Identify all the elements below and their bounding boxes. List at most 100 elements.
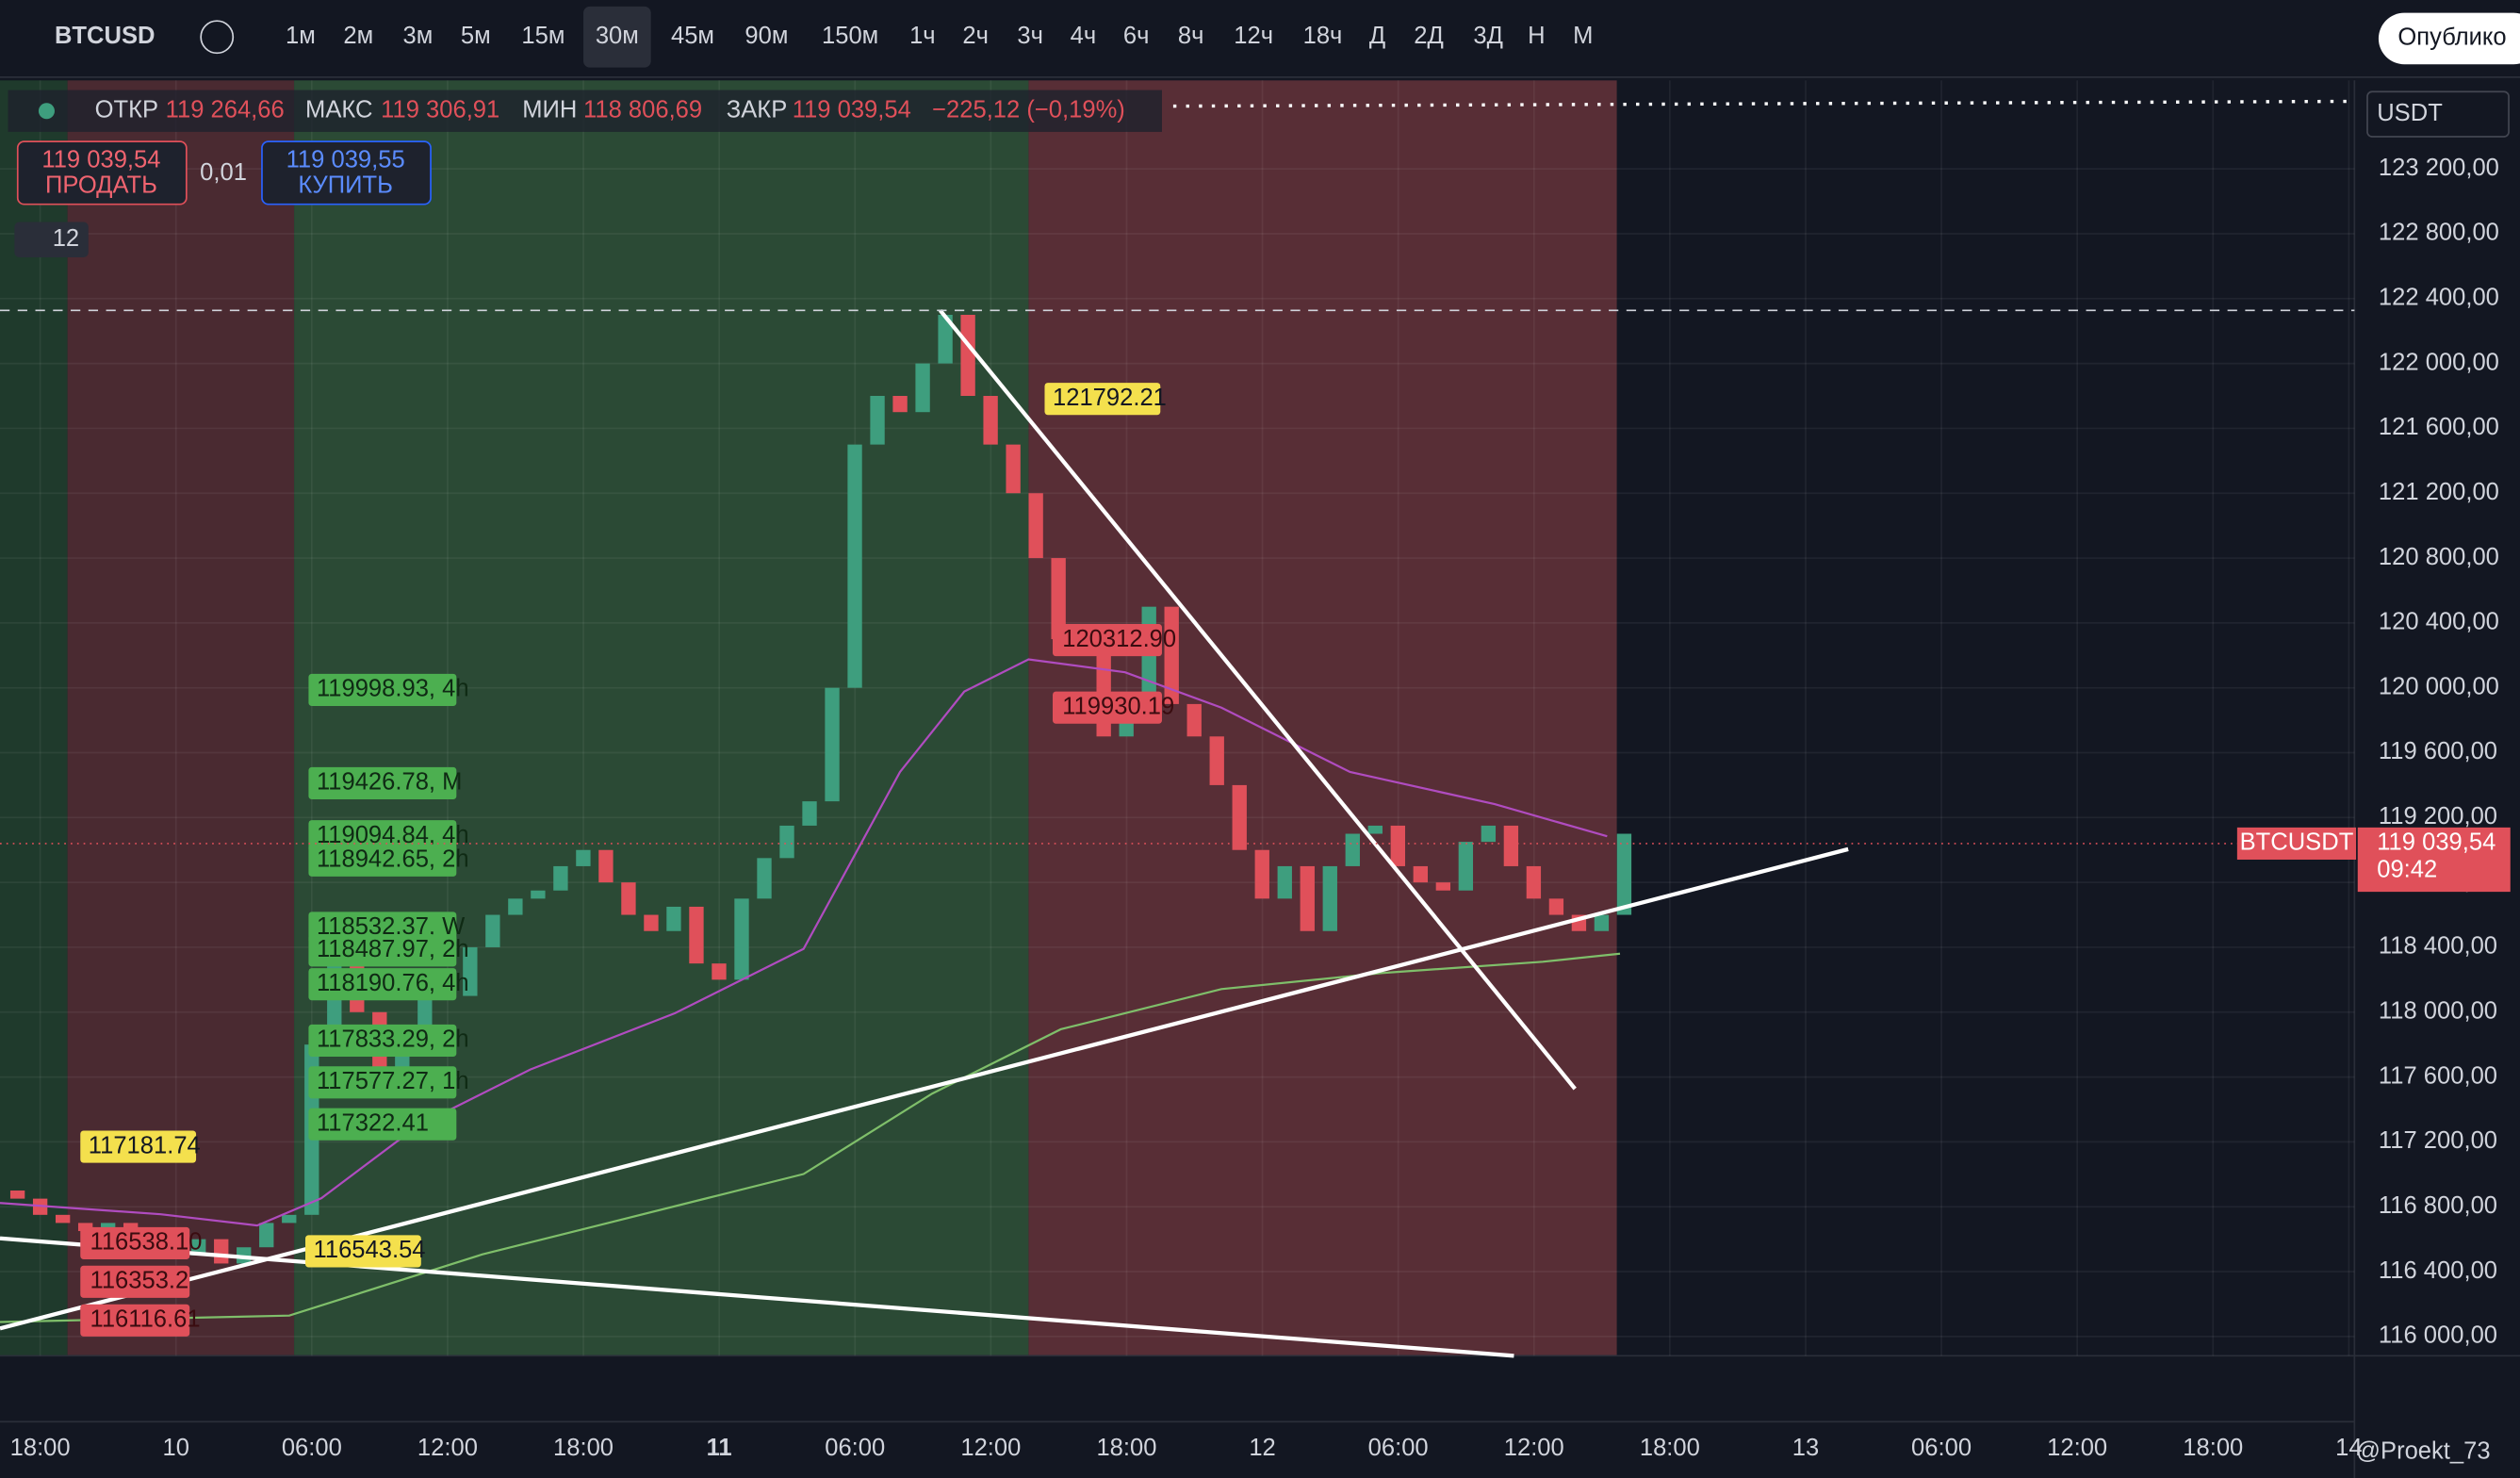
red-label-text: 120312.90: [1062, 626, 1176, 652]
y-tick-label: 117 200,00: [2379, 1127, 2497, 1154]
legend-item: 119 039,54: [793, 96, 911, 123]
y-tick-label: 116 800,00: [2379, 1192, 2497, 1219]
y-tick-label: 122 000,00: [2379, 349, 2499, 375]
interval[interactable]: 15м: [521, 23, 565, 49]
price-tag-label: 119 039,54: [2377, 829, 2495, 856]
x-tick-label: 06:00: [1368, 1435, 1429, 1461]
active-interval: [583, 6, 651, 68]
x-tick-label: 13: [1792, 1435, 1819, 1461]
interval[interactable]: 3Д: [1473, 23, 1503, 49]
interval[interactable]: 2м: [343, 23, 373, 49]
x-tick-label: 18:00: [2183, 1435, 2243, 1461]
status-dot: [38, 103, 55, 120]
x-tick-label: 18:00: [10, 1435, 71, 1461]
green-label-text: 117577.27, 1h: [317, 1068, 469, 1094]
candle: [1413, 865, 1429, 883]
candle: [960, 314, 975, 397]
legend-item: −225,12 (−0,19%): [932, 96, 1125, 123]
yellow-label-text: 116543.54: [314, 1237, 426, 1263]
y-tick-label: 120 000,00: [2379, 673, 2499, 699]
interval[interactable]: 90м: [745, 23, 788, 49]
symbol[interactable]: BTCUSD: [55, 23, 155, 49]
candle: [983, 396, 998, 445]
sell-price[interactable]: 119 039,54: [41, 146, 160, 172]
buy-label[interactable]: КУПИТЬ: [298, 172, 393, 199]
legend-bar: [8, 90, 1162, 132]
candle: [1186, 703, 1202, 737]
candle: [282, 1214, 297, 1223]
spread: 0,01: [200, 159, 247, 186]
candle: [825, 687, 840, 802]
candle: [1345, 833, 1360, 866]
publish-label[interactable]: Опублико: [2397, 25, 2506, 51]
sell-label[interactable]: ПРОДАТЬ: [45, 172, 157, 199]
candle: [712, 963, 727, 980]
interval[interactable]: 45м: [671, 23, 714, 49]
toolbar: [0, 0, 2520, 77]
red-label: [80, 1226, 190, 1259]
green-label-text: 117322.41: [317, 1109, 429, 1136]
publish-button[interactable]: [2378, 12, 2520, 65]
buy-price[interactable]: 119 039,55: [286, 146, 405, 172]
interval[interactable]: М: [1573, 23, 1593, 49]
interval[interactable]: 8ч: [1178, 23, 1204, 49]
x-tick-label: 14: [2335, 1435, 2362, 1461]
green-label-text: 118942.65, 2h: [317, 846, 469, 873]
interval[interactable]: 2Д: [1414, 23, 1444, 49]
currency[interactable]: USDT: [2377, 100, 2443, 126]
interval[interactable]: Н: [1528, 23, 1545, 49]
buy-button[interactable]: [261, 140, 432, 205]
sell-button[interactable]: [16, 140, 188, 205]
green-label: [308, 1024, 457, 1057]
x-tick-label: 06:00: [825, 1435, 885, 1461]
interval[interactable]: 12ч: [1234, 23, 1273, 49]
currency-select[interactable]: [2366, 90, 2510, 138]
interval[interactable]: 150м: [822, 23, 878, 49]
green-label: [308, 968, 457, 1001]
y-tick-label: 116 000,00: [2379, 1322, 2497, 1349]
red-label: [80, 1265, 190, 1298]
candle: [1051, 558, 1066, 640]
green-label: [308, 673, 457, 707]
y-tick-label: 121 200,00: [2379, 479, 2499, 505]
candle: [1209, 736, 1224, 785]
y-tick-label: 119 200,00: [2379, 803, 2497, 829]
candle: [847, 444, 862, 688]
interval[interactable]: 6ч: [1123, 23, 1150, 49]
interval[interactable]: 3м: [402, 23, 433, 49]
candle: [463, 946, 478, 996]
interval[interactable]: 5м: [461, 23, 491, 49]
interval[interactable]: 3ч: [1017, 23, 1043, 49]
green-label-text: 117833.29, 2h: [317, 1026, 469, 1053]
zone: [67, 80, 295, 1356]
interval[interactable]: 1ч: [909, 23, 936, 49]
candle: [55, 1214, 71, 1223]
candle: [1277, 865, 1292, 899]
zone: [294, 80, 1029, 1356]
candle: [621, 882, 636, 915]
candle: [1458, 842, 1474, 891]
candle: [191, 1239, 206, 1256]
price-tag: [2357, 827, 2511, 893]
candle: [757, 858, 772, 899]
red-label-text: 116538.10: [90, 1229, 203, 1256]
interval[interactable]: 1м: [286, 23, 316, 49]
interval[interactable]: Д: [1369, 23, 1385, 49]
watermark: @Proekt_73: [2356, 1437, 2491, 1464]
x-tick-label: 10: [163, 1435, 189, 1461]
green-label: [308, 934, 457, 967]
interval[interactable]: 30м: [596, 23, 639, 49]
red-label: [1053, 691, 1162, 724]
interval[interactable]: 18ч: [1303, 23, 1343, 49]
interval[interactable]: 4ч: [1071, 23, 1097, 49]
interval[interactable]: 2ч: [962, 23, 989, 49]
indicators-toggle[interactable]: [14, 222, 89, 257]
indicators-count[interactable]: 12: [53, 225, 79, 252]
x-tick-label: 18:00: [1640, 1435, 1700, 1461]
y-tick-label: 116 400,00: [2379, 1257, 2497, 1284]
candle: [689, 906, 704, 964]
red-label: [1053, 624, 1162, 657]
add-symbol[interactable]: [200, 20, 235, 55]
yellow-label: [305, 1235, 421, 1268]
